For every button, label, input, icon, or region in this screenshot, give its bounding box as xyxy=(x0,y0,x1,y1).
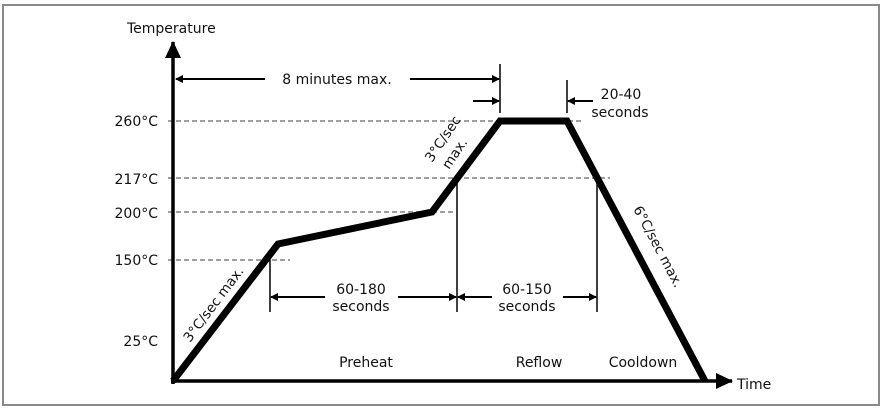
zone-preheat: Preheat xyxy=(339,355,393,371)
peak-time-unit: seconds xyxy=(591,105,648,121)
reflow-time-label: 60-150 xyxy=(502,282,552,298)
y-axis-label: Temperature xyxy=(126,21,216,37)
temperature-tick-labels: 260°C 217°C 200°C 150°C 25°C xyxy=(115,114,159,350)
diagram-frame xyxy=(2,4,880,406)
temperature-guides xyxy=(168,120,610,261)
reflow-time-unit: seconds xyxy=(498,299,555,315)
tick-label: 200°C xyxy=(115,206,159,222)
cooldown-rate-label: 6°C/sec max. xyxy=(629,203,685,290)
preheat-time-label: 60-180 xyxy=(336,282,386,298)
temperature-profile-line xyxy=(170,117,709,384)
zone-reflow: Reflow xyxy=(516,355,563,371)
preheat-time-unit: seconds xyxy=(332,299,389,315)
x-axis-label: Time xyxy=(736,377,771,393)
tick-label: 260°C xyxy=(115,114,159,130)
peak-time-label: 20-40 xyxy=(601,87,642,103)
total-time-label: 8 minutes max. xyxy=(282,72,391,88)
zone-cooldown: Cooldown xyxy=(609,355,678,371)
tick-label: 25°C xyxy=(123,334,158,350)
tick-label: 217°C xyxy=(115,172,159,188)
tick-label: 150°C xyxy=(115,253,159,269)
